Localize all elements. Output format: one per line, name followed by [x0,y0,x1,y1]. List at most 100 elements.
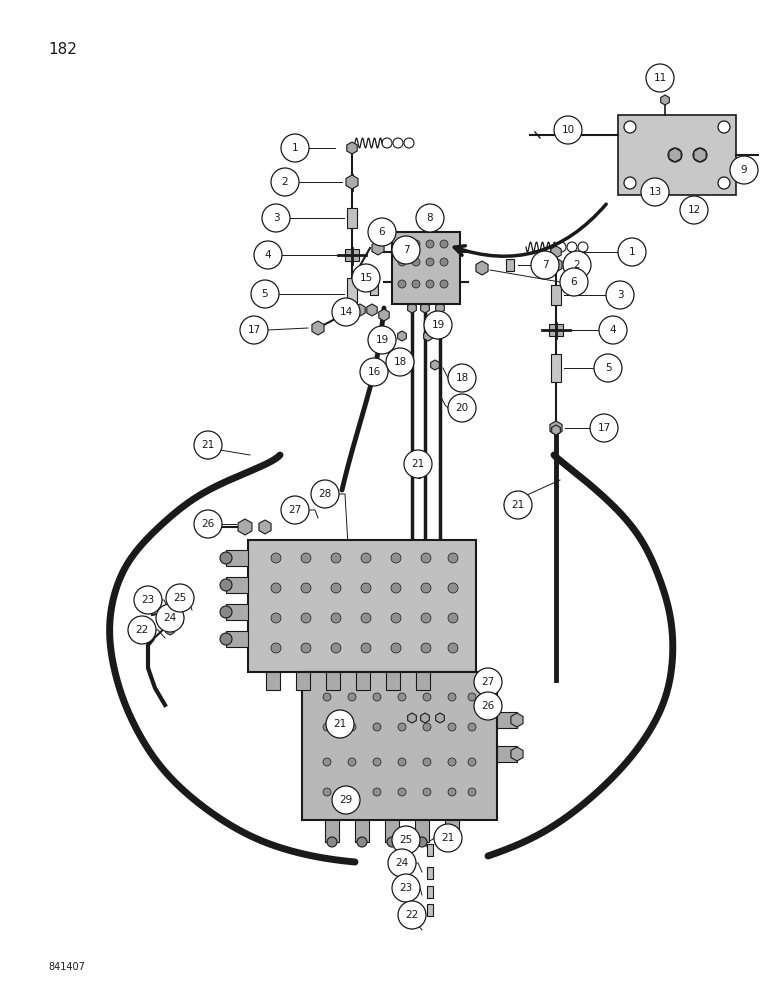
Circle shape [560,268,588,296]
Circle shape [301,643,311,653]
Text: 2: 2 [573,260,580,270]
Circle shape [156,604,184,632]
Circle shape [332,786,360,814]
Circle shape [251,280,279,308]
Text: 21: 21 [411,459,424,469]
Circle shape [417,837,427,847]
Text: 11: 11 [654,73,667,83]
Polygon shape [408,303,417,313]
Circle shape [448,553,458,563]
Text: 9: 9 [741,165,747,175]
Text: 25: 25 [173,593,186,603]
Text: 7: 7 [541,260,548,270]
Bar [618,115,736,195]
Text: 17: 17 [247,325,261,335]
Text: 24: 24 [163,613,176,623]
Circle shape [331,553,341,563]
Circle shape [373,723,381,731]
Text: 22: 22 [406,910,419,920]
Circle shape [448,693,456,701]
Text: 1: 1 [629,247,636,257]
Circle shape [194,431,222,459]
Circle shape [194,510,222,538]
Polygon shape [661,95,669,105]
Polygon shape [420,713,429,723]
Polygon shape [436,713,445,723]
Text: 25: 25 [399,835,413,845]
Bar [549,324,563,336]
Circle shape [447,837,457,847]
Circle shape [412,240,420,248]
Circle shape [618,238,646,266]
Circle shape [448,613,458,623]
Bar [248,540,476,672]
Circle shape [426,280,434,288]
Circle shape [332,298,360,326]
Circle shape [423,693,431,701]
Circle shape [352,264,380,292]
Text: 4: 4 [610,325,616,335]
Bar [226,631,248,647]
Bar [385,820,399,842]
Polygon shape [173,614,183,626]
Text: 14: 14 [339,307,353,317]
Circle shape [398,280,406,288]
Circle shape [348,788,356,796]
Polygon shape [550,421,562,435]
Bar [226,577,248,593]
Text: 12: 12 [687,205,700,215]
Text: 5: 5 [261,289,268,299]
Text: 18: 18 [393,357,406,367]
Circle shape [386,348,414,376]
Circle shape [421,583,431,593]
Bar [445,820,459,842]
Text: 6: 6 [571,277,577,287]
Circle shape [357,837,367,847]
Text: 23: 23 [399,883,413,893]
Circle shape [391,613,401,623]
Circle shape [448,394,476,422]
Circle shape [373,758,381,766]
Bar [551,354,561,382]
Circle shape [398,901,426,929]
Circle shape [262,204,290,232]
Bar [392,232,460,304]
Circle shape [563,251,591,279]
Circle shape [392,874,420,902]
Circle shape [468,758,476,766]
Bar [347,208,357,228]
Circle shape [474,692,502,720]
Circle shape [440,280,448,288]
Polygon shape [404,353,413,363]
Circle shape [594,354,622,382]
Bar [355,820,369,842]
Text: 28: 28 [318,489,331,499]
Circle shape [504,491,532,519]
Text: 22: 22 [136,625,149,635]
Polygon shape [669,148,681,162]
Bar [497,746,517,762]
Polygon shape [436,303,445,313]
Bar [226,550,248,566]
Circle shape [220,552,232,564]
Circle shape [718,177,730,189]
Circle shape [220,579,232,591]
Circle shape [421,643,431,653]
Circle shape [281,134,309,162]
Circle shape [398,723,406,731]
Circle shape [448,643,458,653]
Circle shape [271,168,299,196]
Text: 16: 16 [367,367,381,377]
Bar [551,285,561,305]
Text: 7: 7 [402,245,410,255]
Circle shape [718,121,730,133]
Circle shape [373,693,381,701]
Polygon shape [379,309,389,321]
Polygon shape [408,713,417,723]
Circle shape [388,849,416,877]
Circle shape [360,358,388,386]
Polygon shape [511,747,523,761]
Circle shape [641,178,669,206]
Circle shape [448,583,458,593]
Text: 182: 182 [48,42,77,57]
